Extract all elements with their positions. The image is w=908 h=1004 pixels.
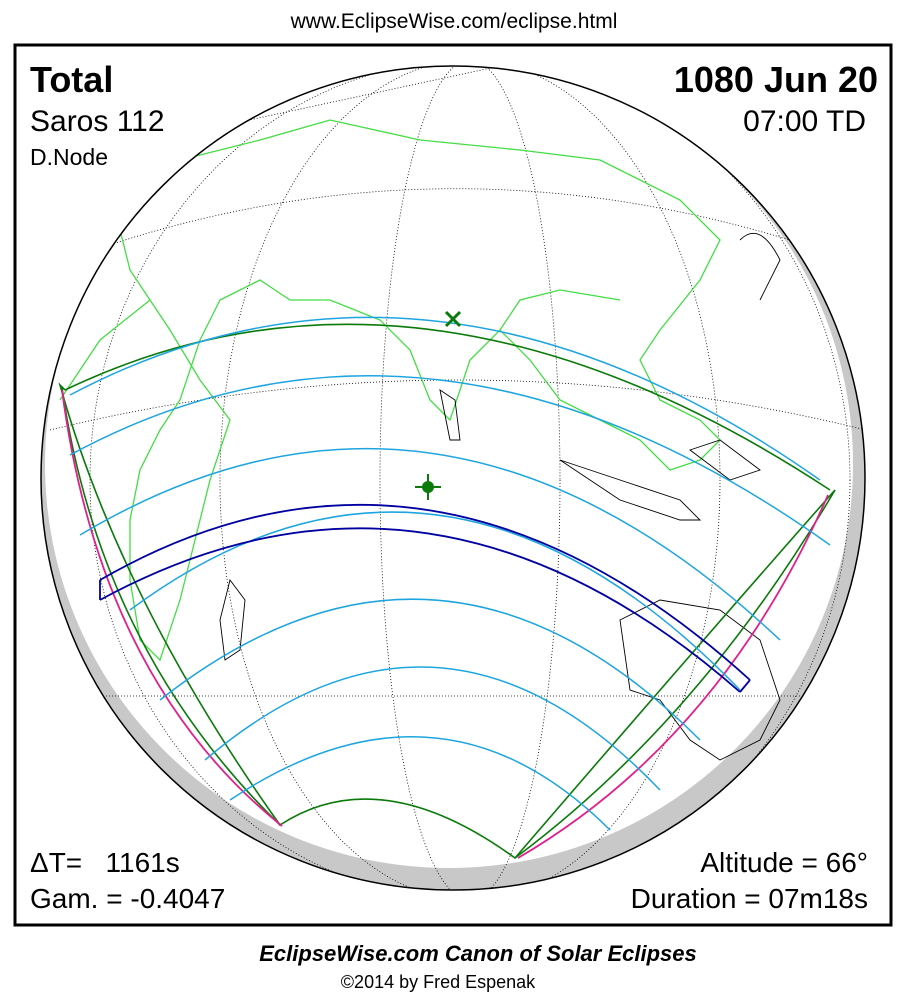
- duration: Duration = 07m18s: [631, 883, 868, 914]
- gamma: Gam. = -0.4047: [30, 883, 225, 914]
- globe: [40, 60, 866, 891]
- url: www.EclipseWise.com/eclipse.html: [290, 10, 618, 33]
- footer-title: EclipseWise.com Canon of Solar Eclipses: [259, 941, 697, 966]
- saros: Saros 112: [30, 105, 165, 138]
- altitude: Altitude = 66°: [700, 847, 868, 878]
- eclipse-date: 1080 Jun 20: [674, 59, 878, 100]
- time: 07:00 TD: [743, 105, 866, 138]
- node: D.Node: [30, 144, 108, 170]
- footer-credit: ©2014 by Fred Espenak: [341, 972, 536, 992]
- delta-t: ΔT= 1161s: [30, 847, 180, 878]
- eclipse-type: Total: [30, 59, 113, 100]
